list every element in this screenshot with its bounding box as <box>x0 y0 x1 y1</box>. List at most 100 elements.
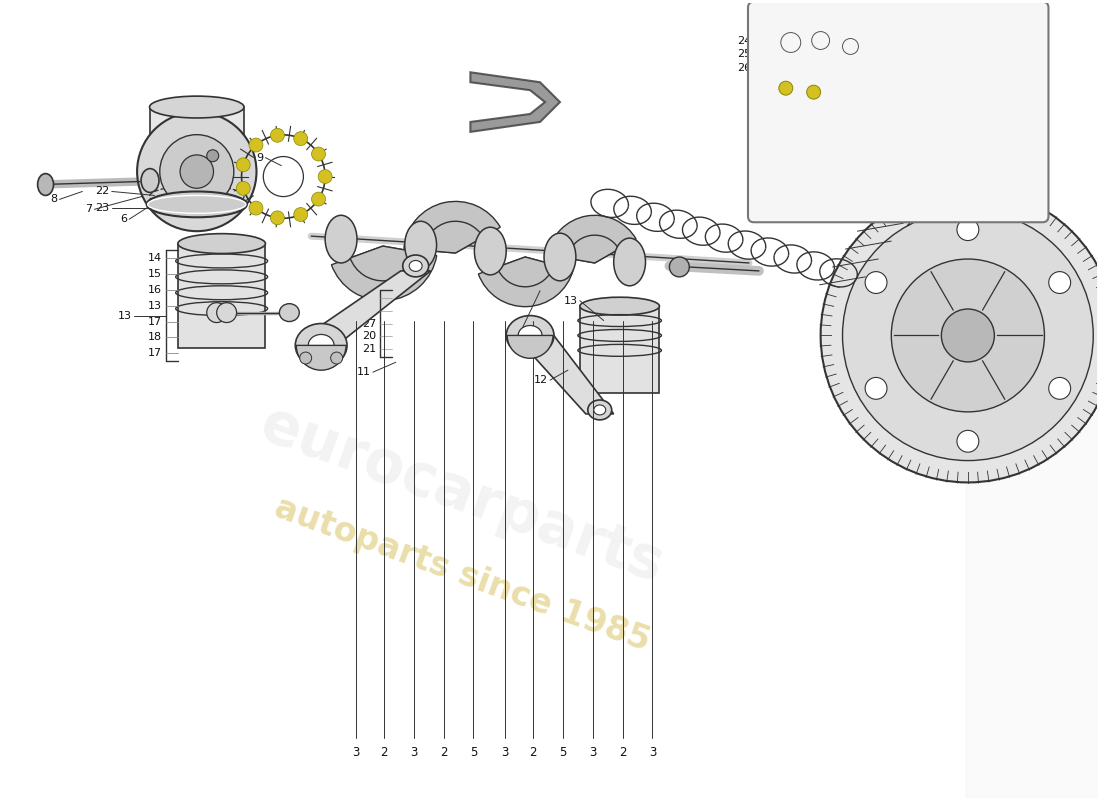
Wedge shape <box>568 235 619 263</box>
Wedge shape <box>548 215 636 263</box>
Circle shape <box>1048 272 1070 294</box>
Polygon shape <box>580 306 659 393</box>
Circle shape <box>331 352 342 364</box>
Polygon shape <box>178 243 265 348</box>
Text: 3: 3 <box>410 746 417 759</box>
Text: 26: 26 <box>737 63 751 74</box>
Wedge shape <box>507 335 553 358</box>
Circle shape <box>236 158 250 172</box>
Text: 7: 7 <box>85 204 92 214</box>
Text: 25: 25 <box>737 50 751 59</box>
Text: 2: 2 <box>529 746 537 759</box>
Circle shape <box>271 128 285 142</box>
Circle shape <box>1048 378 1070 399</box>
FancyBboxPatch shape <box>748 2 1048 222</box>
Wedge shape <box>497 257 554 286</box>
Ellipse shape <box>147 195 246 214</box>
Ellipse shape <box>326 215 358 263</box>
Circle shape <box>217 302 236 322</box>
Circle shape <box>865 378 887 399</box>
Text: 21: 21 <box>362 344 376 354</box>
Text: 6: 6 <box>120 214 128 224</box>
Ellipse shape <box>474 227 506 275</box>
Circle shape <box>294 132 308 146</box>
Text: 29: 29 <box>905 218 920 228</box>
Circle shape <box>843 210 1093 461</box>
Text: 27: 27 <box>362 318 376 329</box>
Circle shape <box>318 170 332 183</box>
Wedge shape <box>424 222 483 253</box>
Wedge shape <box>296 346 346 370</box>
Text: 10: 10 <box>918 200 932 210</box>
Text: 2: 2 <box>440 746 448 759</box>
Polygon shape <box>471 72 560 132</box>
Text: 13: 13 <box>148 301 162 310</box>
Text: 3: 3 <box>868 272 875 282</box>
Ellipse shape <box>506 315 554 355</box>
Text: 2: 2 <box>381 746 387 759</box>
Ellipse shape <box>146 191 246 218</box>
Ellipse shape <box>150 96 244 118</box>
Ellipse shape <box>37 174 54 195</box>
Circle shape <box>891 259 1045 412</box>
Circle shape <box>779 82 793 95</box>
Ellipse shape <box>178 234 265 254</box>
Circle shape <box>299 352 311 364</box>
Text: 24: 24 <box>737 35 751 46</box>
Ellipse shape <box>614 238 646 286</box>
Text: 12: 12 <box>362 306 376 316</box>
Text: 18: 18 <box>147 333 162 342</box>
Text: 3: 3 <box>502 746 509 759</box>
Text: 17: 17 <box>147 348 162 358</box>
Circle shape <box>180 155 213 188</box>
Ellipse shape <box>409 261 422 271</box>
Ellipse shape <box>580 298 659 315</box>
Text: 5: 5 <box>470 746 477 759</box>
Ellipse shape <box>295 323 346 367</box>
Circle shape <box>957 218 979 241</box>
Text: 11: 11 <box>356 367 371 377</box>
Circle shape <box>249 201 263 215</box>
Ellipse shape <box>405 222 437 269</box>
Circle shape <box>670 257 690 277</box>
Circle shape <box>138 112 256 231</box>
Text: 2: 2 <box>880 254 888 264</box>
Circle shape <box>160 134 234 209</box>
Circle shape <box>942 309 994 362</box>
Ellipse shape <box>544 233 576 281</box>
Wedge shape <box>404 202 500 253</box>
Polygon shape <box>299 271 430 341</box>
Circle shape <box>311 147 326 161</box>
Wedge shape <box>478 257 573 306</box>
Circle shape <box>294 207 308 222</box>
Text: 3: 3 <box>649 746 657 759</box>
Ellipse shape <box>279 304 299 322</box>
Text: 4: 4 <box>513 323 520 334</box>
Ellipse shape <box>518 326 542 346</box>
Wedge shape <box>331 246 437 301</box>
Text: 22: 22 <box>96 186 110 197</box>
Polygon shape <box>510 330 614 414</box>
Text: 16: 16 <box>148 285 162 294</box>
Text: 1: 1 <box>893 236 900 246</box>
Text: 2: 2 <box>619 746 626 759</box>
Text: 5: 5 <box>559 746 566 759</box>
Text: 12: 12 <box>534 375 548 385</box>
Text: 14: 14 <box>147 253 162 263</box>
Polygon shape <box>150 107 244 197</box>
Circle shape <box>249 138 263 152</box>
Ellipse shape <box>594 405 606 415</box>
Text: 8: 8 <box>51 194 57 205</box>
Circle shape <box>821 189 1100 482</box>
Text: 20: 20 <box>362 331 376 342</box>
Circle shape <box>311 192 326 206</box>
Wedge shape <box>350 246 417 281</box>
Text: 17: 17 <box>147 317 162 326</box>
Ellipse shape <box>141 169 160 193</box>
Circle shape <box>207 302 227 322</box>
Ellipse shape <box>308 334 334 356</box>
Text: 3: 3 <box>590 746 596 759</box>
Text: 3: 3 <box>352 746 360 759</box>
Text: 23: 23 <box>96 203 110 214</box>
Text: autoparts since 1985: autoparts since 1985 <box>271 491 654 658</box>
